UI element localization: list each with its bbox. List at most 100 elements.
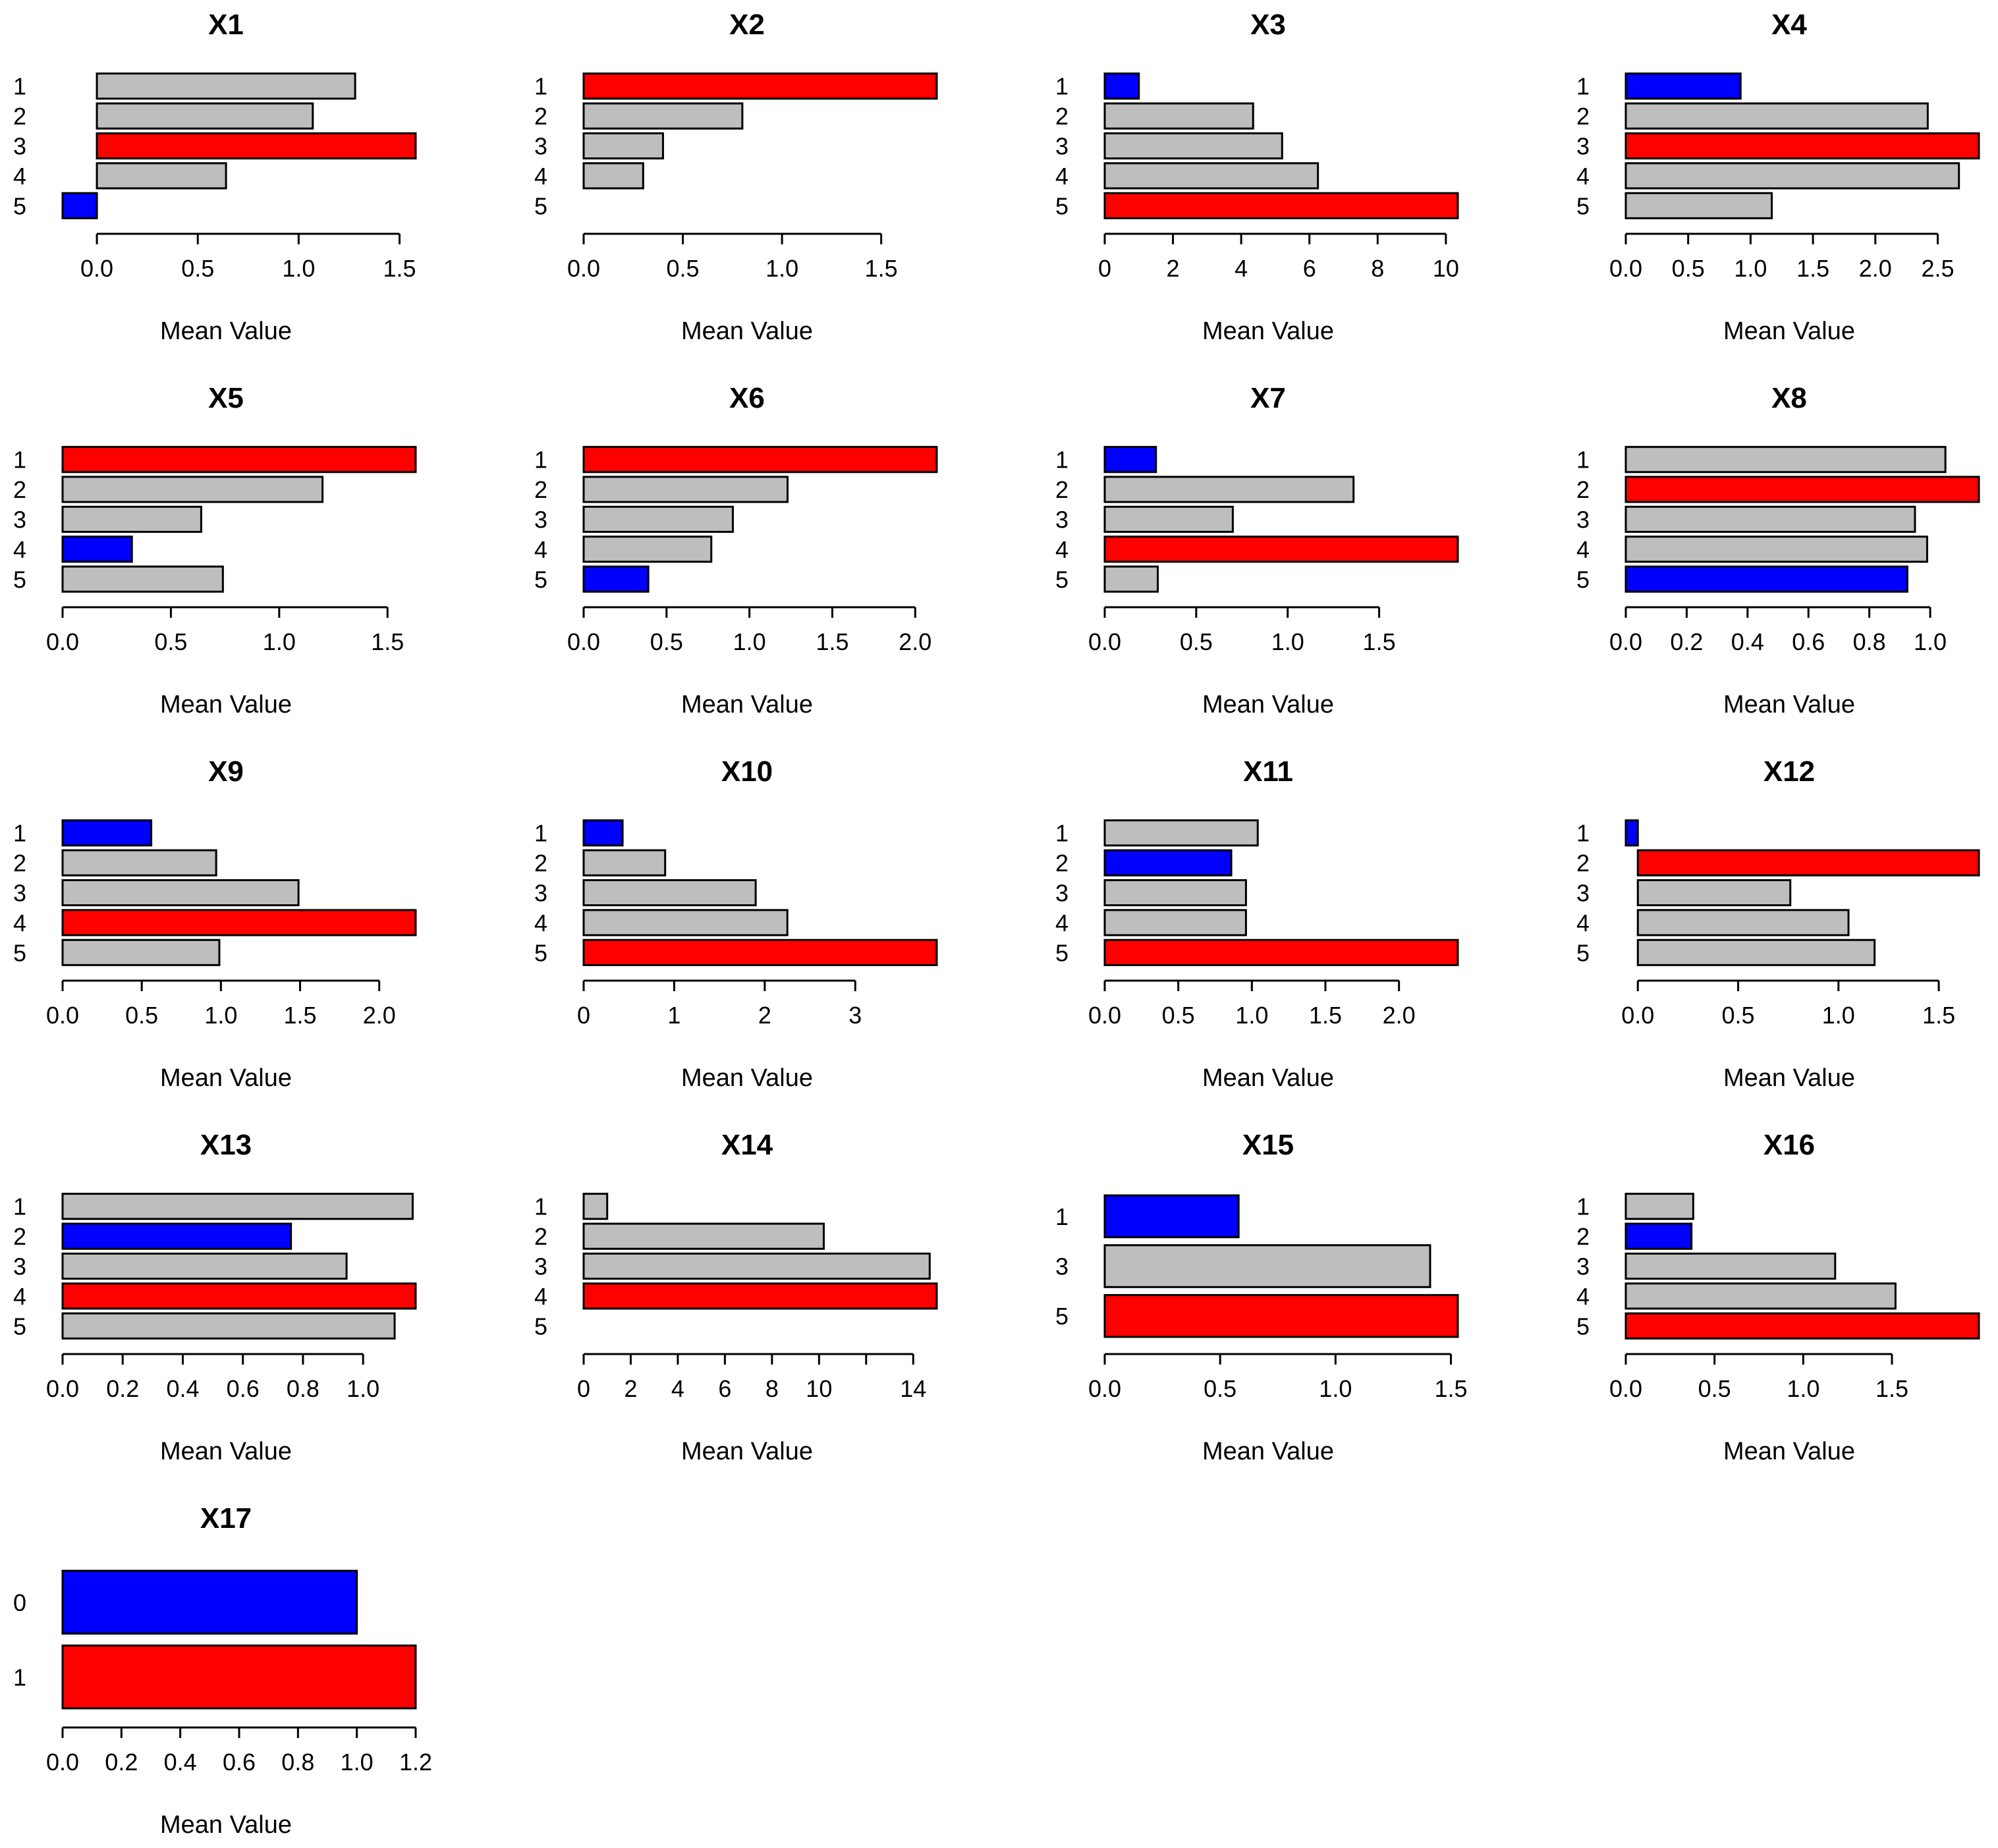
chart-16-x-tick-label: 0.0 <box>1609 1375 1642 1402</box>
chart-6-category-label: 3 <box>534 506 547 533</box>
chart-1-bar-3 <box>96 132 417 160</box>
chart-7-category-label: 1 <box>1055 447 1068 474</box>
chart-11-x-axis-title: Mean Value <box>1202 1064 1334 1092</box>
chart-17-category-label: 0 <box>13 1589 26 1616</box>
chart-17-x-tick-label: 0.0 <box>46 1749 79 1776</box>
chart-3-x-tick-label: 8 <box>1371 255 1384 282</box>
chart-11-panel: X11 1 2 3 45 0.0 0.5 1.0 1.5 2.0 Mean Value <box>1055 755 1459 1092</box>
chart-15-category-label: 3 <box>1055 1253 1068 1280</box>
chart-5-category-label: 1 <box>13 447 26 474</box>
chart-12-category-label: 5 <box>1576 939 1590 966</box>
chart-15-bar-1 <box>1103 1194 1240 1239</box>
chart-5-category-label: 4 <box>13 536 26 563</box>
chart-7-title: X7 <box>1250 382 1286 414</box>
chart-14-x-tick-label: 8 <box>765 1375 779 1402</box>
chart-17-x-tick-label: 1.2 <box>399 1749 432 1776</box>
chart-3-title: X3 <box>1250 9 1286 41</box>
chart-5-bar-4 <box>61 535 133 563</box>
chart-11-category-label: 2 <box>1055 850 1068 877</box>
chart-11-category-label: 4 <box>1055 910 1068 937</box>
chart-4-bar-3 <box>1624 132 1980 160</box>
chart-2-x-tick-label: 1.0 <box>765 255 798 282</box>
chart-13-category-label: 5 <box>13 1313 26 1340</box>
chart-8-bar-3 <box>1624 505 1916 533</box>
chart-13-category-label: 2 <box>13 1223 26 1250</box>
chart-14-category-label: 5 <box>534 1313 547 1340</box>
chart-17-title: X17 <box>200 1502 252 1535</box>
chart-8-title: X8 <box>1771 382 1807 414</box>
chart-6-x-tick-label: 1.5 <box>816 628 848 655</box>
chart-16-category-label: 4 <box>1576 1283 1590 1310</box>
chart-14-x-tick-label: 14 <box>900 1375 926 1402</box>
chart-14-panel: X14 1 2 3 4 5 0 2 4 6 8 10 14 Mean Value <box>534 1129 938 1465</box>
chart-7-bar-5 <box>1103 565 1159 593</box>
chart-5-bar-2 <box>61 476 324 503</box>
chart-5-x-tick-label: 0.5 <box>154 628 187 655</box>
chart-2-category-label: 1 <box>534 73 547 100</box>
chart-11-category-label: 1 <box>1055 820 1068 847</box>
chart-8-panel: X8 12 3 4 5 0.0 0.2 0.4 0.6 0.8 1.0 Mean Value <box>1576 382 1980 719</box>
chart-14-x-axis-title: Mean Value <box>681 1438 813 1465</box>
chart-3-x-tick-label: 2 <box>1167 255 1180 282</box>
chart-9-bar-3 <box>61 879 300 907</box>
chart-1-category-label: 3 <box>13 133 26 160</box>
chart-7-x-tick-label: 0.0 <box>1088 628 1121 655</box>
chart-5-category-label: 5 <box>13 566 26 593</box>
chart-3-x-tick-label: 10 <box>1433 255 1459 282</box>
chart-12-bar-4 <box>1636 909 1850 937</box>
chart-15-x-tick-label: 0.0 <box>1088 1375 1121 1402</box>
chart-3-bar-1 <box>1103 72 1140 100</box>
chart-10-bar-4 <box>582 909 789 937</box>
chart-3-x-tick-label: 0 <box>1098 255 1111 282</box>
chart-13-bar-5 <box>61 1312 396 1340</box>
chart-13-bar-3 <box>61 1252 348 1280</box>
chart-13-x-tick-label: 0.0 <box>46 1375 79 1402</box>
chart-8-x-tick-label: 1.0 <box>1914 628 1947 655</box>
chart-10-category-label: 5 <box>534 939 547 966</box>
chart-12-bar-5 <box>1636 938 1876 966</box>
chart-1-bar-1 <box>96 72 356 100</box>
chart-17-bar-0 <box>61 1569 358 1635</box>
chart-11-x-tick-label: 1.5 <box>1309 1002 1342 1029</box>
chart-6-x-tick-label: 0.5 <box>650 628 683 655</box>
chart-1-category-label: 1 <box>13 73 26 100</box>
chart-2-x-axis-title: Mean Value <box>681 317 813 345</box>
chart-15-bar-3 <box>1103 1244 1431 1288</box>
chart-16-title: X16 <box>1763 1129 1815 1161</box>
chart-11-x-tick-label: 0.0 <box>1088 1002 1121 1029</box>
chart-9-x-tick-label: 1.0 <box>204 1002 237 1029</box>
chart-8-x-tick-label: 0.0 <box>1609 628 1642 655</box>
chart-10-panel: X10 1 2 3 45 0 1 2 3 Mean Value <box>534 755 938 1092</box>
chart-16-x-tick-label: 0.5 <box>1698 1375 1731 1402</box>
chart-17-panel: X17 0 1 0.0 0.2 0.4 0.6 0.8 1.0 1.2 Mean Value <box>13 1502 432 1839</box>
chart-9-bar-1 <box>61 819 153 847</box>
chart-2-x-tick-label: 1.5 <box>865 255 898 282</box>
chart-16-bar-4 <box>1624 1282 1897 1310</box>
chart-8-x-axis-title: Mean Value <box>1723 691 1855 719</box>
chart-17-x-tick-label: 0.6 <box>223 1749 256 1776</box>
chart-6-x-tick-label: 1.0 <box>733 628 766 655</box>
chart-10-x-tick-label: 0 <box>577 1002 590 1029</box>
chart-17-x-tick-label: 0.8 <box>281 1749 314 1776</box>
chart-9-bar-2 <box>61 849 217 877</box>
chart-1-bar-4 <box>96 162 227 190</box>
chart-1-bar-2 <box>96 102 314 130</box>
chart-2-bar-1 <box>582 72 938 100</box>
chart-4-category-label: 5 <box>1576 192 1590 219</box>
chart-9-bar-5 <box>61 938 221 966</box>
chart-7-category-label: 2 <box>1055 476 1068 503</box>
chart-12-panel: X12 1 2 3 45 0.0 0.5 1.0 1.5 Mean Value <box>1576 755 1980 1092</box>
chart-13-x-tick-label: 0.6 <box>227 1375 260 1402</box>
chart-3-bar-4 <box>1103 162 1319 190</box>
chart-12-x-tick-label: 0.0 <box>1621 1002 1654 1029</box>
chart-8-x-tick-label: 0.6 <box>1792 628 1825 655</box>
chart-17-x-axis-title: Mean Value <box>160 1811 292 1839</box>
chart-11-x-tick-label: 1.0 <box>1235 1002 1268 1029</box>
chart-3-category-label: 2 <box>1055 103 1068 130</box>
chart-11-category-label: 5 <box>1055 939 1068 966</box>
chart-11-bar-1 <box>1103 819 1259 847</box>
chart-2-bar-2 <box>582 102 744 130</box>
chart-9-category-label: 3 <box>13 880 26 907</box>
chart-2-x-tick-label: 0.0 <box>567 255 600 282</box>
